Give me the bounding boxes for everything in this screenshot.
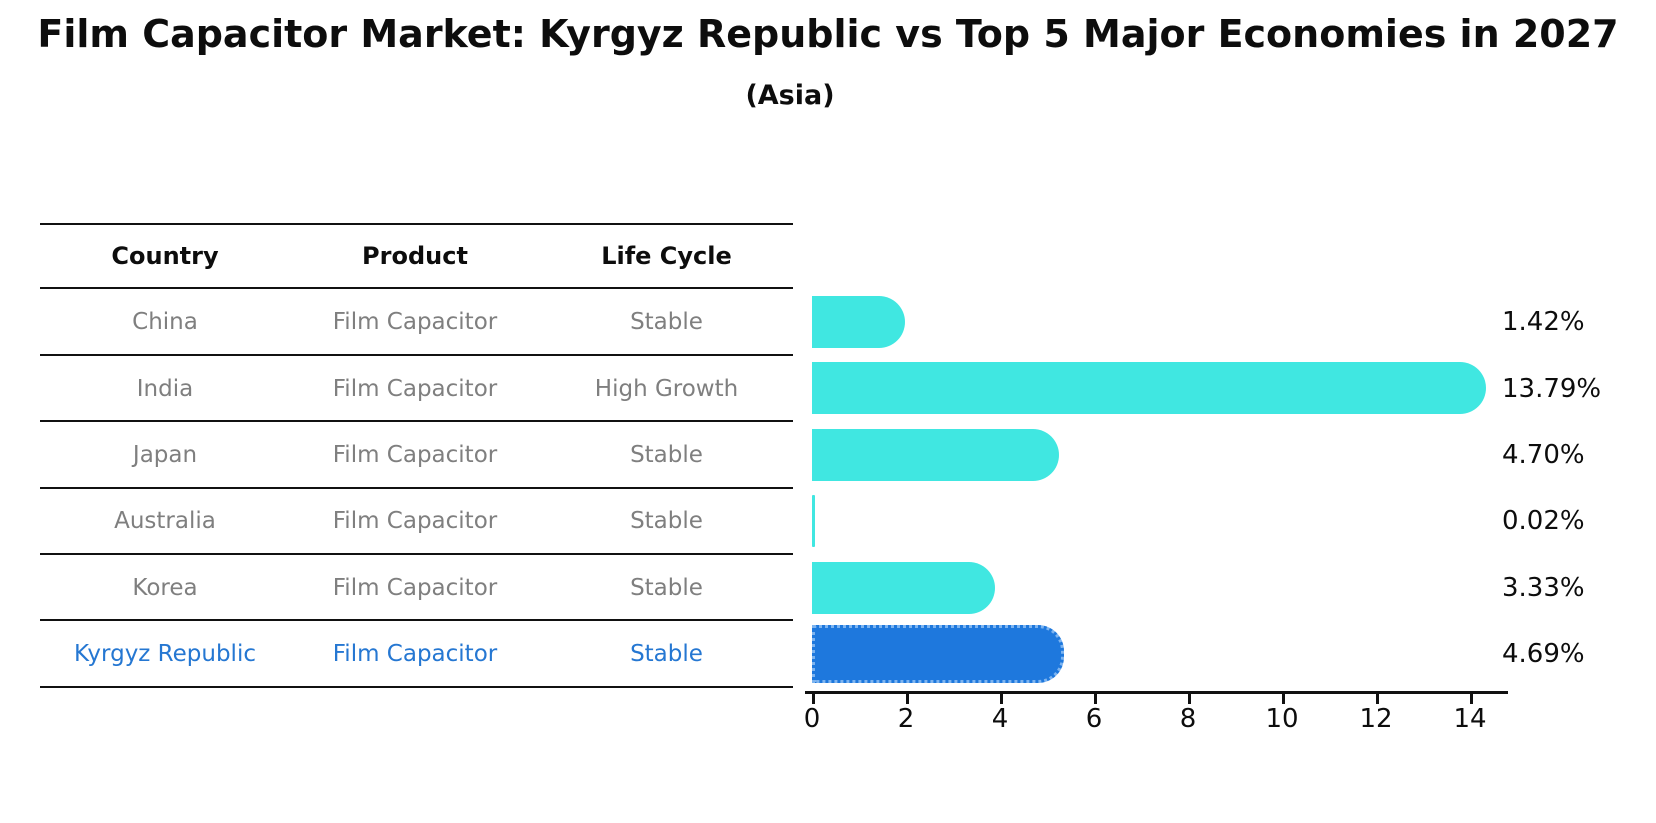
axis-tick xyxy=(1094,694,1097,704)
value-bar xyxy=(812,362,1487,415)
table-row: Japan Film Capacitor Stable 4.70% xyxy=(40,422,1656,488)
product-cell: Film Capacitor xyxy=(332,574,498,601)
x-axis-line xyxy=(805,691,1508,694)
country-cell: India xyxy=(136,375,194,402)
value-label: 3.33% xyxy=(1502,572,1585,603)
table-divider xyxy=(40,420,793,423)
lifecycle-cell: Stable xyxy=(630,641,703,668)
value-label: 13.79% xyxy=(1502,373,1602,404)
table-row: Korea Film Capacitor Stable 3.33% xyxy=(40,555,1656,621)
column-header-product: Product xyxy=(362,242,468,271)
axis-tick-label: 12 xyxy=(1359,704,1393,734)
lifecycle-cell: Stable xyxy=(630,441,703,468)
axis-tick-label: 8 xyxy=(1179,704,1197,734)
country-cell: Korea xyxy=(132,574,198,601)
lifecycle-cell: High Growth xyxy=(594,375,739,402)
axis-tick-label: 6 xyxy=(1085,704,1103,734)
product-cell: Film Capacitor xyxy=(332,375,498,402)
value-bar xyxy=(812,495,815,548)
lifecycle-cell: Stable xyxy=(630,508,703,535)
axis-tick-label: 2 xyxy=(897,704,915,734)
axis-tick xyxy=(1000,694,1003,704)
table-row: Australia Film Capacitor Stable 0.02% xyxy=(40,488,1656,554)
product-cell: Film Capacitor xyxy=(332,508,498,535)
value-label: 4.70% xyxy=(1502,439,1585,470)
table-divider xyxy=(40,223,793,225)
axis-tick-label: 0 xyxy=(803,704,821,734)
axis-tick xyxy=(1188,694,1191,704)
chart-title: Film Capacitor Market: Kyrgyz Republic v… xyxy=(37,12,1619,56)
axis-tick xyxy=(1282,694,1285,704)
column-header-country: Country xyxy=(111,242,219,271)
product-cell: Film Capacitor xyxy=(332,641,498,668)
product-cell: Film Capacitor xyxy=(332,309,498,336)
country-cell: Kyrgyz Republic xyxy=(74,641,256,668)
value-bar xyxy=(812,561,995,614)
table-divider xyxy=(40,353,793,356)
axis-tick-label: 14 xyxy=(1453,704,1487,734)
axis-tick xyxy=(1376,694,1379,704)
table-divider xyxy=(40,287,793,290)
value-bar xyxy=(812,428,1059,481)
lifecycle-cell: Stable xyxy=(630,574,703,601)
value-label: 1.42% xyxy=(1502,307,1585,338)
table-divider xyxy=(40,486,793,489)
axis-tick-label: 10 xyxy=(1265,704,1299,734)
table-header-row: Country Product Life Cycle xyxy=(40,223,1656,289)
country-cell: Japan xyxy=(132,441,198,468)
value-label: 4.69% xyxy=(1502,639,1585,670)
lifecycle-cell: Stable xyxy=(630,309,703,336)
value-bar xyxy=(812,296,905,348)
table-row: China Film Capacitor Stable 1.42% xyxy=(40,289,1656,355)
axis-tick-label: 4 xyxy=(991,704,1009,734)
value-label: 0.02% xyxy=(1502,506,1585,537)
axis-tick xyxy=(906,694,909,704)
value-bar xyxy=(812,625,1065,683)
table-divider xyxy=(40,619,793,622)
chart-subtitle: (Asia) xyxy=(745,80,835,111)
axis-tick xyxy=(812,694,815,704)
column-header-lifecycle: Life Cycle xyxy=(601,242,732,271)
table-row: India Film Capacitor High Growth 13.79% xyxy=(40,355,1656,421)
axis-tick xyxy=(1470,694,1473,704)
country-cell: Australia xyxy=(114,508,216,535)
table-divider xyxy=(40,685,793,688)
product-cell: Film Capacitor xyxy=(332,441,498,468)
table-divider xyxy=(40,553,793,555)
country-cell: China xyxy=(132,309,198,336)
table-row: Kyrgyz Republic Film Capacitor Stable 4.… xyxy=(40,621,1656,687)
